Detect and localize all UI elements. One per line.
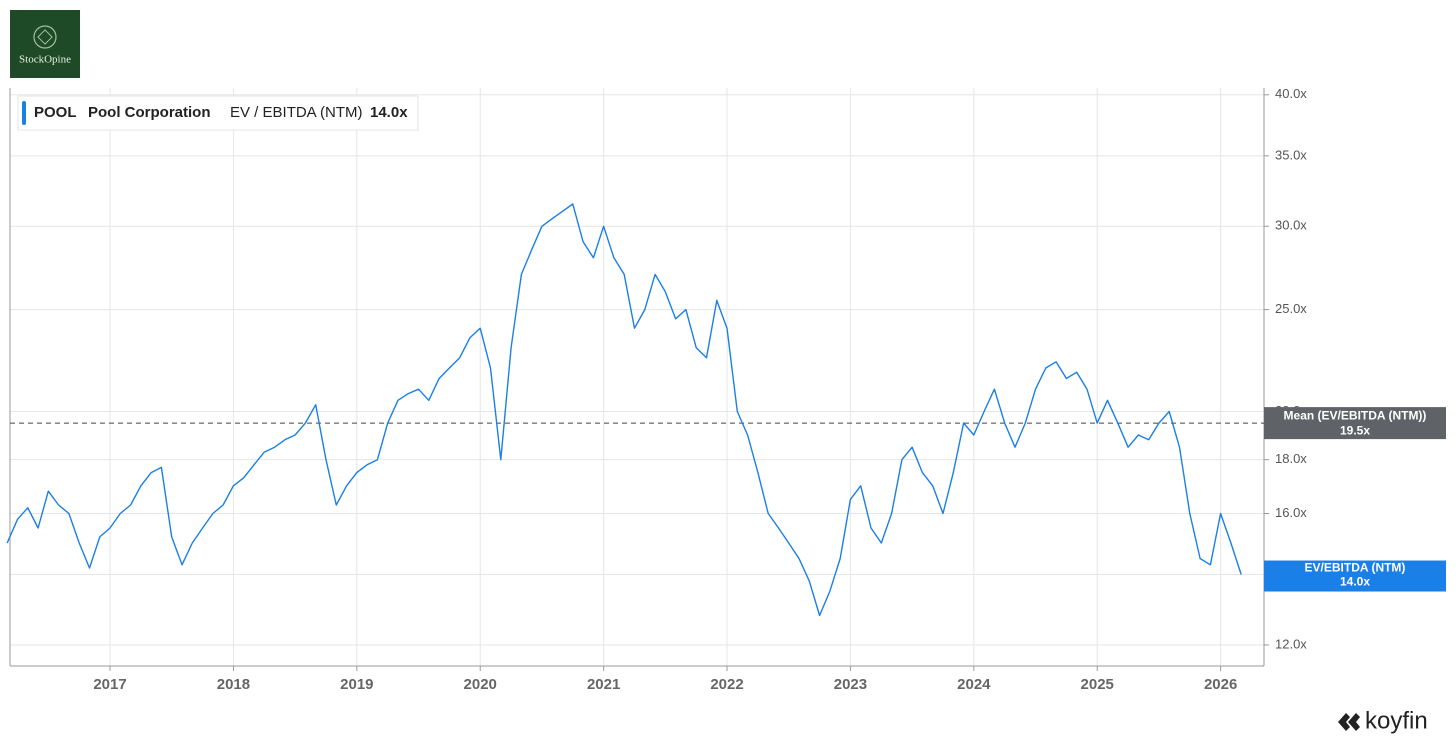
legend-ticker: POOL xyxy=(34,104,77,121)
y-tick-label: 30.0x xyxy=(1275,218,1307,233)
y-tick-label: 18.0x xyxy=(1275,451,1307,466)
x-tick-label: 2026 xyxy=(1204,676,1237,693)
x-tick-label: 2023 xyxy=(834,676,867,693)
legend-value: 14.0x xyxy=(370,104,408,121)
legend-swatch xyxy=(22,101,26,125)
mean-label: Mean (EV/EBITDA (NTM)) xyxy=(1284,408,1427,422)
legend-box xyxy=(17,95,419,131)
y-tick-label: 25.0x xyxy=(1275,301,1307,316)
last-value-badge xyxy=(1264,560,1446,592)
last-value-label: 14.0x xyxy=(1340,575,1370,589)
source-logo: koyfin xyxy=(1365,707,1428,734)
y-tick-label: 35.0x xyxy=(1275,147,1307,162)
x-tick-label: 2021 xyxy=(587,676,620,693)
x-tick-label: 2017 xyxy=(93,676,126,693)
x-tick-label: 2019 xyxy=(340,676,373,693)
y-tick-label: 16.0x xyxy=(1275,505,1307,520)
legend-company: Pool Corporation xyxy=(88,104,211,121)
mean-badge xyxy=(1264,407,1446,440)
x-tick-label: 2022 xyxy=(710,676,743,693)
y-tick-label: 40.0x xyxy=(1275,86,1307,101)
logo-icon-inner xyxy=(37,29,53,45)
logo-icon xyxy=(33,25,57,49)
x-tick-label: 2024 xyxy=(957,676,991,693)
y-tick-label: 12.0x xyxy=(1275,636,1307,651)
legend-metric: EV / EBITDA (NTM) xyxy=(230,104,363,121)
logo-text: StockOpine xyxy=(19,54,71,66)
koyfin-icon xyxy=(1338,713,1360,731)
x-tick-label: 2020 xyxy=(464,676,497,693)
last-value-name: EV/EBITDA (NTM) xyxy=(1305,561,1406,575)
x-tick-label: 2025 xyxy=(1081,676,1114,693)
mean-value-label: 19.5x xyxy=(1340,423,1370,437)
series-line xyxy=(6,203,1242,617)
x-tick-label: 2018 xyxy=(217,676,250,693)
